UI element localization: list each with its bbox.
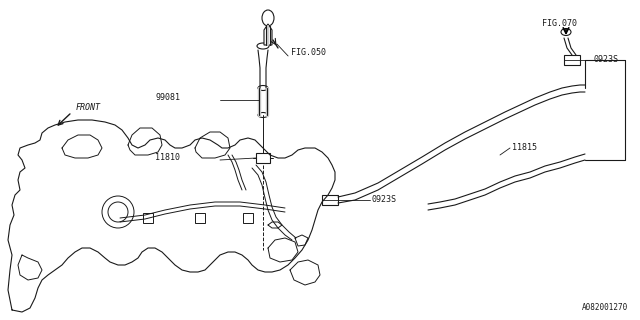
Text: A082001270: A082001270 — [582, 303, 628, 312]
Bar — [322, 195, 338, 205]
Text: FRONT: FRONT — [76, 103, 101, 113]
Text: 11810: 11810 — [155, 154, 180, 163]
Text: 0923S: 0923S — [594, 55, 619, 65]
Bar — [243, 213, 253, 223]
Bar — [143, 213, 153, 223]
Text: 99081: 99081 — [155, 93, 180, 102]
Text: 11815: 11815 — [512, 142, 537, 151]
Text: FIG.050: FIG.050 — [291, 48, 326, 57]
Text: FIG.070: FIG.070 — [542, 20, 577, 28]
FancyArrow shape — [264, 24, 272, 45]
Bar — [256, 153, 270, 163]
Bar — [195, 213, 205, 223]
Text: 0923S: 0923S — [372, 196, 397, 204]
Bar — [564, 55, 580, 65]
